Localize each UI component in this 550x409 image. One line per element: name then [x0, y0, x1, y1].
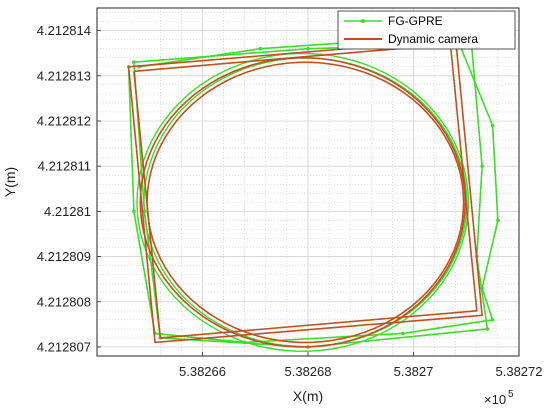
legend-label-fg-gpre: FG-GPRE	[388, 14, 443, 28]
series-layer	[126, 33, 500, 352]
y-tick-label: 4.212809	[37, 249, 91, 264]
data-point-fg-gpre	[132, 60, 136, 64]
data-point-fg-gpre	[485, 327, 490, 331]
data-point-fg-gpre	[490, 318, 495, 322]
data-point-fg-gpre	[306, 46, 310, 51]
y-tick-label: 4.212808	[37, 294, 91, 309]
x-axis-exponent: ×10 5	[484, 389, 514, 407]
y-tick-label: 4.212813	[37, 68, 91, 83]
x-exponent-power: 5	[508, 389, 514, 400]
data-point-fg-gpre	[490, 123, 495, 128]
x-exponent-base: ×10	[484, 392, 506, 407]
data-point-fg-gpre	[401, 331, 405, 336]
x-tick-label: 5.38272	[496, 364, 543, 379]
series-line-dynamic-camera	[139, 56, 466, 348]
data-point-fg-gpre	[480, 164, 484, 168]
legend-box	[337, 10, 516, 50]
series-line-fg-gpre	[136, 52, 470, 352]
y-axis-label: Y(m)	[2, 167, 18, 197]
data-point-fg-gpre	[496, 218, 500, 223]
data-point-fg-gpre	[132, 209, 136, 214]
y-tick-label: 4.212811	[38, 159, 91, 174]
x-tick-label: 5.38266	[179, 364, 226, 379]
y-tick-label: 4.212807	[37, 339, 91, 354]
series-line-dynamic-camera	[146, 61, 465, 344]
x-tick-label: 5.38268	[285, 364, 332, 379]
x-tick-label: 5.3827	[394, 364, 434, 379]
data-point-fg-gpre	[258, 46, 263, 51]
x-axis-ticks: 5.38266 5.38268 5.3827 5.38272	[179, 352, 543, 379]
y-tick-label: 4.212814	[37, 23, 91, 38]
legend-label-dynamic-camera: Dynamic camera	[388, 32, 478, 46]
y-axis-ticks: 4.212807 4.212808 4.212809 4.21281 4.212811 4…	[37, 23, 101, 354]
series-line-dynamic-camera	[133, 43, 478, 339]
y-tick-label: 4.21281	[44, 204, 91, 219]
x-axis-label: X(m)	[293, 388, 323, 404]
legend: FG-GPRE Dynamic camera	[337, 10, 516, 50]
legend-marker-fg-gpre	[361, 19, 365, 23]
y-tick-label: 4.212812	[37, 113, 91, 128]
